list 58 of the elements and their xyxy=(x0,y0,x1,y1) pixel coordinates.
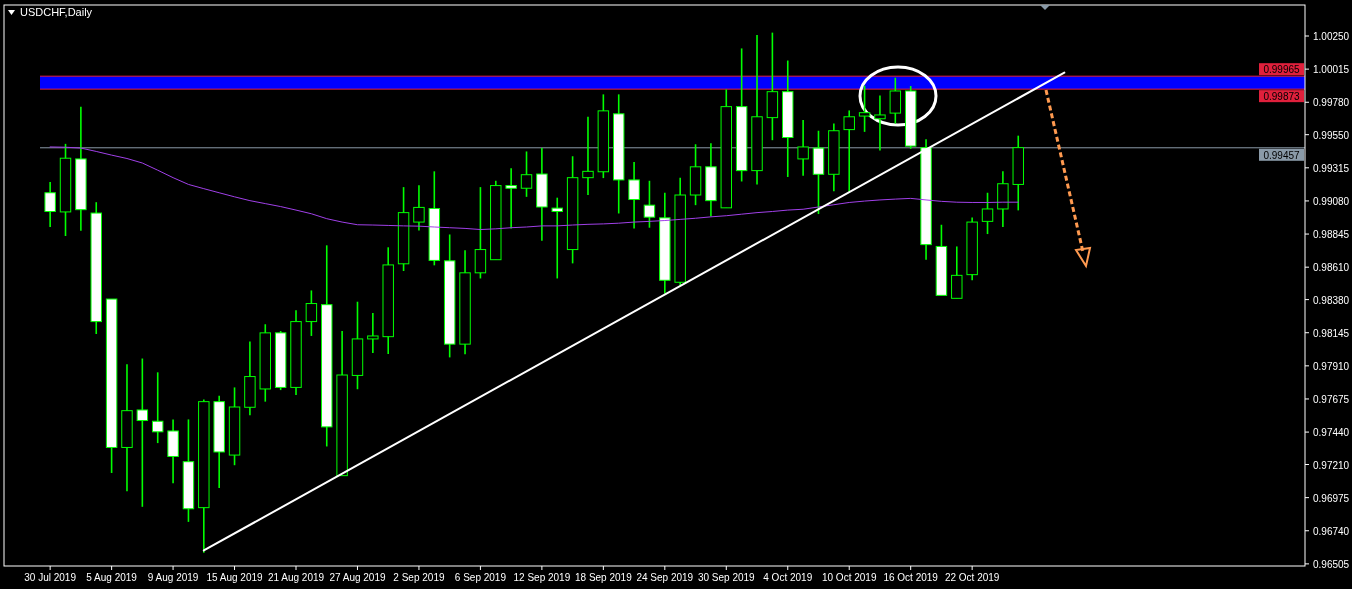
candlestick xyxy=(305,289,318,337)
y-tick-label: 0.97910 xyxy=(1313,360,1350,372)
x-tick-label: 27 Aug 2019 xyxy=(329,572,386,583)
x-tick-label: 4 Oct 2019 xyxy=(763,572,813,583)
candlestick xyxy=(981,191,994,235)
candlestick xyxy=(474,186,487,280)
candlestick xyxy=(643,179,656,229)
x-tick-label: 30 Jul 2019 xyxy=(24,572,77,583)
candlestick xyxy=(44,181,56,228)
candlestick xyxy=(520,150,533,198)
ref-line-label: 0.99873 xyxy=(1263,91,1301,103)
chart-title: USDCHF,Daily xyxy=(20,6,93,18)
y-tick-label: 0.98845 xyxy=(1313,229,1350,241)
y-tick-label: 0.96975 xyxy=(1313,492,1350,504)
x-tick-label: 18 Sep 2019 xyxy=(574,572,633,583)
candlestick xyxy=(413,184,425,232)
y-tick-label: 0.97210 xyxy=(1313,459,1350,471)
line-series xyxy=(49,146,1019,231)
candlestick xyxy=(858,84,871,133)
y-tick-label: 0.99550 xyxy=(1313,129,1350,141)
y-tick-label: 1.00015 xyxy=(1313,64,1350,76)
y-tick-label: 0.96740 xyxy=(1313,525,1350,537)
x-tick-label: 15 Aug 2019 xyxy=(206,572,264,583)
ref-line-label: 0.99457 xyxy=(1263,149,1301,161)
candlestick xyxy=(951,245,963,300)
y-tick-label: 0.96505 xyxy=(1313,558,1350,570)
y-tick-label: 0.98380 xyxy=(1313,294,1350,306)
ref-line-label: 0.99965 xyxy=(1263,64,1301,76)
candlestick xyxy=(628,161,640,230)
y-tick-label: 0.99780 xyxy=(1313,97,1350,109)
x-tick-label: 6 Sep 2019 xyxy=(454,572,507,583)
y-tick-label: 0.99315 xyxy=(1313,162,1350,174)
candlestick xyxy=(151,371,164,444)
x-tick-label: 21 Aug 2019 xyxy=(267,572,325,583)
candlestick xyxy=(889,76,902,125)
candlestick xyxy=(505,167,517,230)
candlestick xyxy=(551,196,563,280)
y-tick-label: 0.98610 xyxy=(1313,262,1350,274)
candlestick xyxy=(582,115,594,196)
y-tick-label: 0.98145 xyxy=(1313,327,1350,339)
x-tick-label: 30 Sep 2019 xyxy=(697,572,756,583)
x-tick-label: 5 Aug 2019 xyxy=(86,572,138,583)
x-tick-label: 22 Oct 2019 xyxy=(944,572,1000,583)
candlestick xyxy=(797,119,809,177)
candlestick xyxy=(367,312,379,354)
candlestick xyxy=(874,94,886,152)
y-tick-label: 0.97675 xyxy=(1313,393,1350,405)
candlestick xyxy=(843,109,855,194)
y-tick-label: 0.99080 xyxy=(1313,195,1350,207)
x-tick-label: 24 Sep 2019 xyxy=(636,572,694,583)
x-tick-label: 9 Aug 2019 xyxy=(147,572,199,583)
x-tick-label: 2 Sep 2019 xyxy=(393,572,445,583)
candlestick xyxy=(136,357,149,508)
y-tick-label: 1.00250 xyxy=(1313,31,1350,43)
x-tick-label: 16 Oct 2019 xyxy=(883,572,939,583)
y-tick-label: 0.97440 xyxy=(1313,427,1350,439)
x-tick-label: 10 Oct 2019 xyxy=(821,572,877,583)
x-tick-label: 12 Sep 2019 xyxy=(513,572,571,583)
